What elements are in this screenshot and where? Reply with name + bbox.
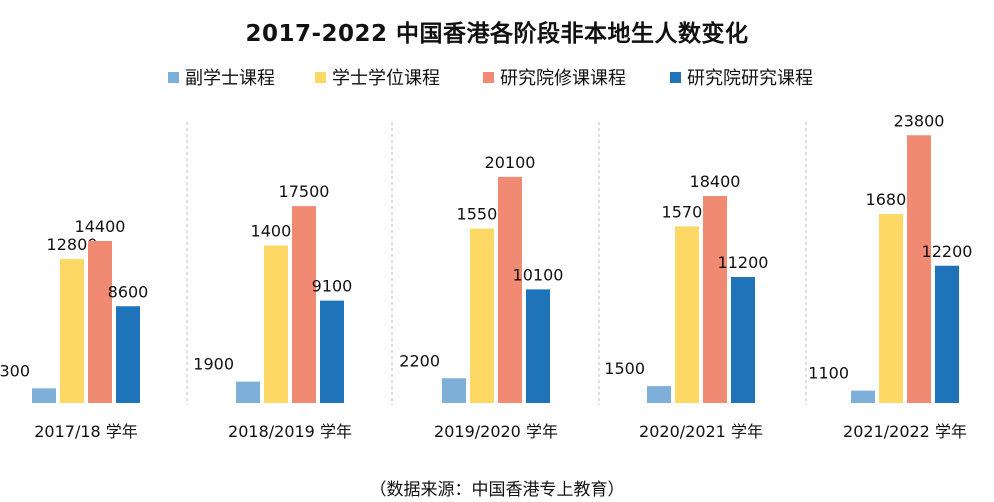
bar <box>88 241 112 403</box>
data-label: 15500 <box>457 205 508 224</box>
data-label: 10100 <box>513 265 564 284</box>
data-label: 23800 <box>894 111 945 130</box>
bar <box>320 300 344 403</box>
legend-swatch <box>670 71 681 83</box>
data-label: 1300 <box>0 361 30 380</box>
legend-item-research-postgraduate: 研究院研究课程 <box>670 64 813 90</box>
data-label: 1100 <box>808 364 849 383</box>
legend-label: 研究院修课课程 <box>500 68 626 89</box>
bar <box>470 228 494 403</box>
x-axis-label: 2017/18 学年 <box>34 422 138 441</box>
bar <box>32 388 56 403</box>
bar <box>60 259 84 403</box>
data-label: 8600 <box>108 282 149 301</box>
data-label: 2200 <box>399 351 440 370</box>
x-axis-label: 2018/2019 学年 <box>228 422 352 441</box>
data-label: 16800 <box>866 190 917 209</box>
bar <box>703 196 727 403</box>
bar <box>236 381 260 403</box>
bar <box>935 265 959 403</box>
data-label: 17500 <box>279 182 330 201</box>
bar <box>116 306 140 403</box>
bar <box>498 176 522 403</box>
chart-title: 2017-2022 中国香港各阶段非本地生人数变化 <box>245 21 749 47</box>
legend-swatch <box>315 71 326 83</box>
legend-item-associate-degree: 副学士课程 <box>168 64 275 90</box>
data-label: 1500 <box>604 359 645 378</box>
legend-label: 研究院研究课程 <box>687 68 813 89</box>
bar <box>907 135 931 403</box>
data-label: 11200 <box>718 253 769 272</box>
legend-label: 副学士课程 <box>185 68 275 89</box>
data-label: 9100 <box>312 277 353 296</box>
legend: 副学士课程 学士学位课程 研究院修课课程 研究院研究课程 <box>0 64 994 90</box>
data-label: 12800 <box>47 235 98 254</box>
bar <box>879 214 903 403</box>
bar <box>264 245 288 403</box>
data-label: 14400 <box>75 217 126 236</box>
bar <box>292 206 316 403</box>
legend-item-taught-postgraduate: 研究院修课课程 <box>483 64 626 90</box>
bar <box>675 226 699 403</box>
bar <box>442 378 466 403</box>
data-label: 20100 <box>485 153 536 172</box>
data-label: 1900 <box>193 355 234 374</box>
data-label: 18400 <box>690 172 741 191</box>
data-label: 15700 <box>662 202 713 221</box>
bar <box>851 390 875 403</box>
legend-label: 学士学位课程 <box>332 68 440 89</box>
data-label: 14000 <box>251 222 302 241</box>
bar <box>731 277 755 403</box>
data-label: 12200 <box>922 242 973 261</box>
x-axis-label: 2019/2020 学年 <box>434 422 558 441</box>
x-axis-label: 2020/2021 学年 <box>639 422 763 441</box>
legend-swatch <box>483 71 494 83</box>
legend-item-bachelor: 学士学位课程 <box>315 64 440 90</box>
bar <box>647 386 671 403</box>
x-axis-label: 2021/2022 学年 <box>843 422 967 441</box>
legend-swatch <box>168 71 179 83</box>
bar <box>526 289 550 403</box>
source-note: （数据来源：中国香港专上教育） <box>369 480 625 500</box>
